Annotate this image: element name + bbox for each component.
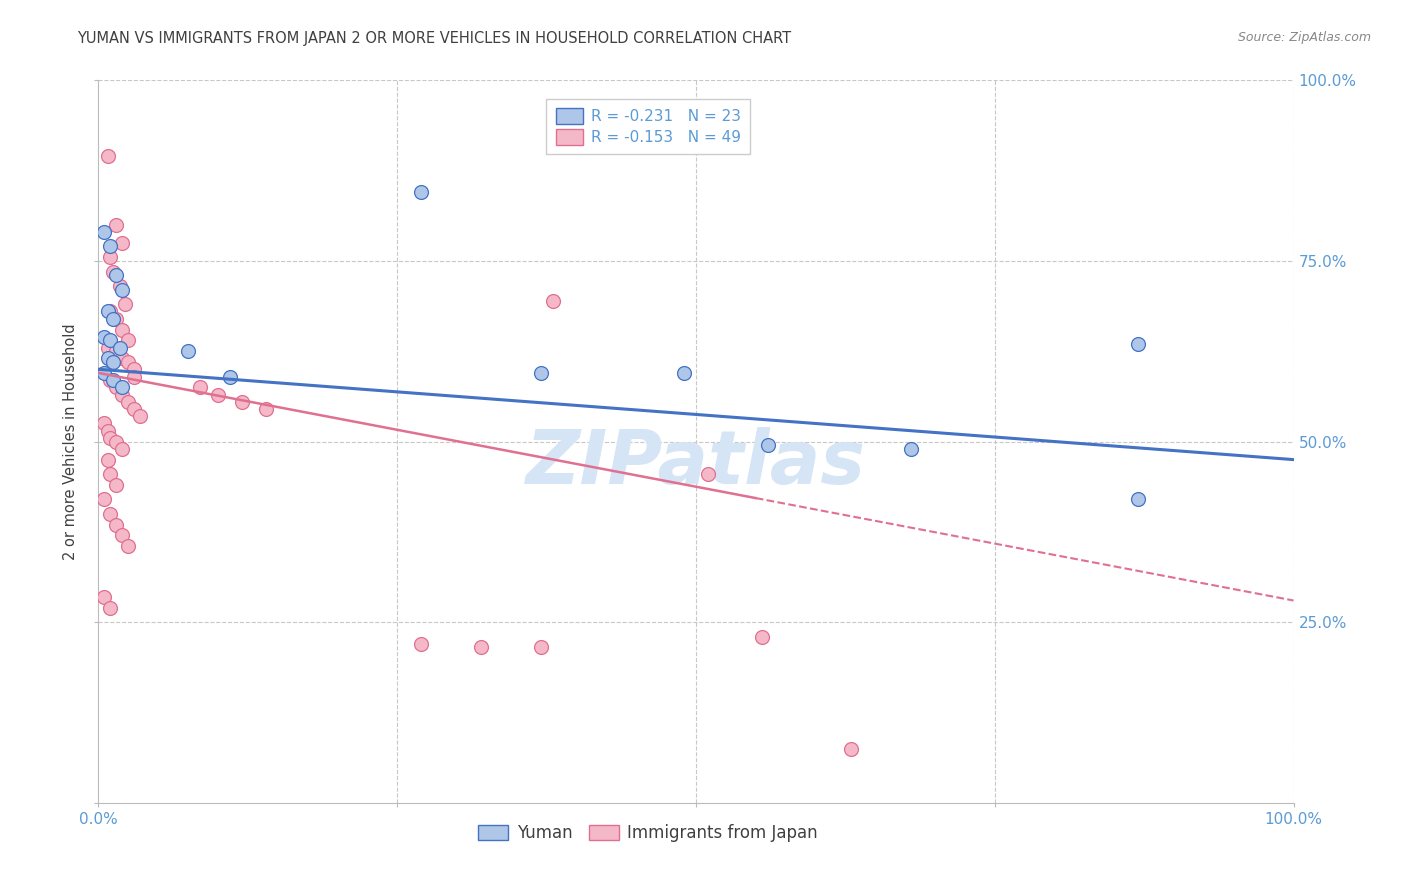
Point [114,297,136,311]
Point [97,351,120,366]
Point [97,452,120,467]
Point [111,528,134,542]
Point [98,373,122,387]
Point [207,387,229,401]
Point [1128,492,1150,507]
Point [111,322,134,336]
Point [756,438,779,452]
Point [254,402,277,417]
Point [98,334,122,348]
Point [841,741,863,756]
Point [98,239,122,253]
Point [93,225,115,239]
Point [98,467,122,481]
Text: YUMAN VS IMMIGRANTS FROM JAPAN 2 OR MORE VEHICLES IN HOUSEHOLD CORRELATION CHART: YUMAN VS IMMIGRANTS FROM JAPAN 2 OR MORE… [77,31,792,46]
Point [101,311,124,326]
Point [93,492,115,507]
Point [108,341,131,355]
Text: ZIPatlas: ZIPatlas [526,426,866,500]
Point [111,380,134,394]
Point [93,330,115,344]
Point [411,186,433,200]
Point [98,250,122,264]
Point [188,380,211,394]
Point [111,351,134,366]
Point [98,431,122,445]
Point [97,341,120,355]
Point [117,394,139,409]
Point [97,304,120,318]
Y-axis label: 2 or more Vehicles in Household: 2 or more Vehicles in Household [63,323,79,560]
Point [177,344,200,359]
Point [541,293,564,308]
Point [105,380,128,394]
Point [111,442,134,456]
Point [105,517,128,532]
Point [411,637,433,651]
Point [105,311,128,326]
Point [117,355,139,369]
Point [98,507,122,521]
Point [219,369,242,384]
Point [101,265,124,279]
Point [124,369,146,384]
Point [124,362,146,376]
Point [98,304,122,318]
Point [530,366,553,380]
Point [470,640,492,655]
Point [93,590,115,604]
Point [101,373,124,387]
Point [97,424,120,438]
Point [98,600,122,615]
Point [93,417,115,431]
Point [1128,337,1150,351]
Point [673,366,696,380]
Point [111,283,134,297]
Point [124,402,146,417]
Point [697,467,720,481]
Point [129,409,152,424]
Point [105,218,128,232]
Point [105,434,128,449]
Point [111,235,134,250]
Legend: Yuman, Immigrants from Japan: Yuman, Immigrants from Japan [471,817,825,848]
Point [93,366,115,380]
Point [105,478,128,492]
Point [751,630,773,644]
Point [231,394,253,409]
Point [117,334,139,348]
Point [530,640,553,655]
Point [105,268,128,283]
Text: Source: ZipAtlas.com: Source: ZipAtlas.com [1237,31,1371,45]
Point [117,539,139,553]
Point [101,355,124,369]
Point [111,387,134,401]
Point [97,149,120,163]
Point [108,279,131,293]
Point [900,442,922,456]
Point [105,344,128,359]
